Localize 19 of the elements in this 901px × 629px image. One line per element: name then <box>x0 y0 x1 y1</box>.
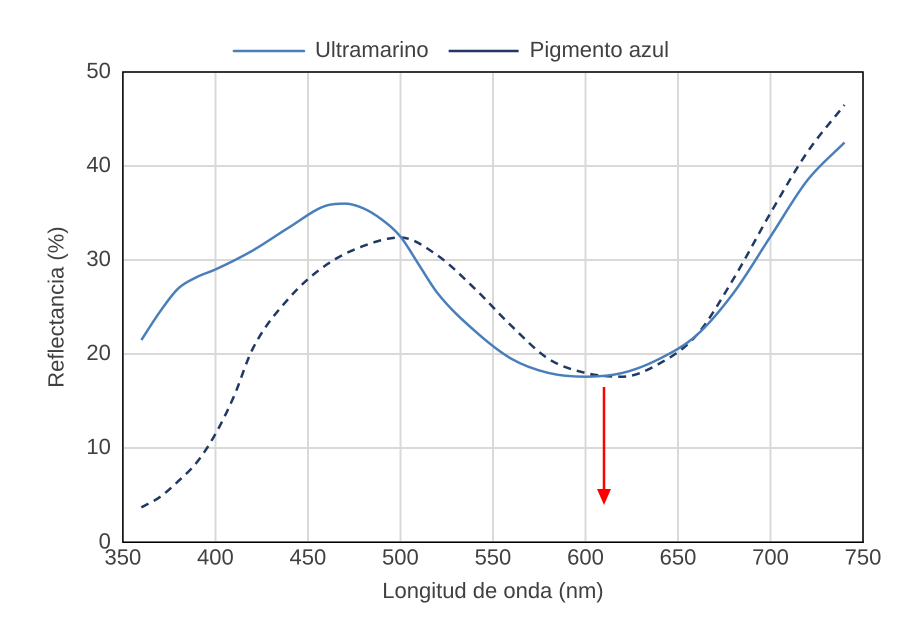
x-tick-label: 500 <box>382 544 419 570</box>
y-tick-label: 30 <box>86 246 111 272</box>
x-axis-title: Longitud de onda (nm) <box>382 578 604 603</box>
x-tick-label: 600 <box>567 544 604 570</box>
line-series <box>140 141 846 378</box>
x-tick-label: 450 <box>290 544 326 570</box>
x-tick-label: 550 <box>474 544 512 570</box>
x-tick-label: 750 <box>844 544 882 570</box>
x-tick-label: 700 <box>752 544 789 570</box>
legend-label: Pigmento azul <box>530 37 670 62</box>
legend-label: Ultramarino <box>314 37 429 62</box>
y-tick-label: 20 <box>86 340 111 366</box>
y-axis-title: Reflectancia (%) <box>43 226 68 388</box>
y-tick-label: 10 <box>86 434 111 460</box>
line-series <box>140 104 846 509</box>
y-tick-label: 40 <box>86 152 111 178</box>
x-tick-label: 400 <box>197 544 234 570</box>
x-tick-label: 650 <box>660 544 696 570</box>
y-tick-label: 50 <box>86 58 111 84</box>
